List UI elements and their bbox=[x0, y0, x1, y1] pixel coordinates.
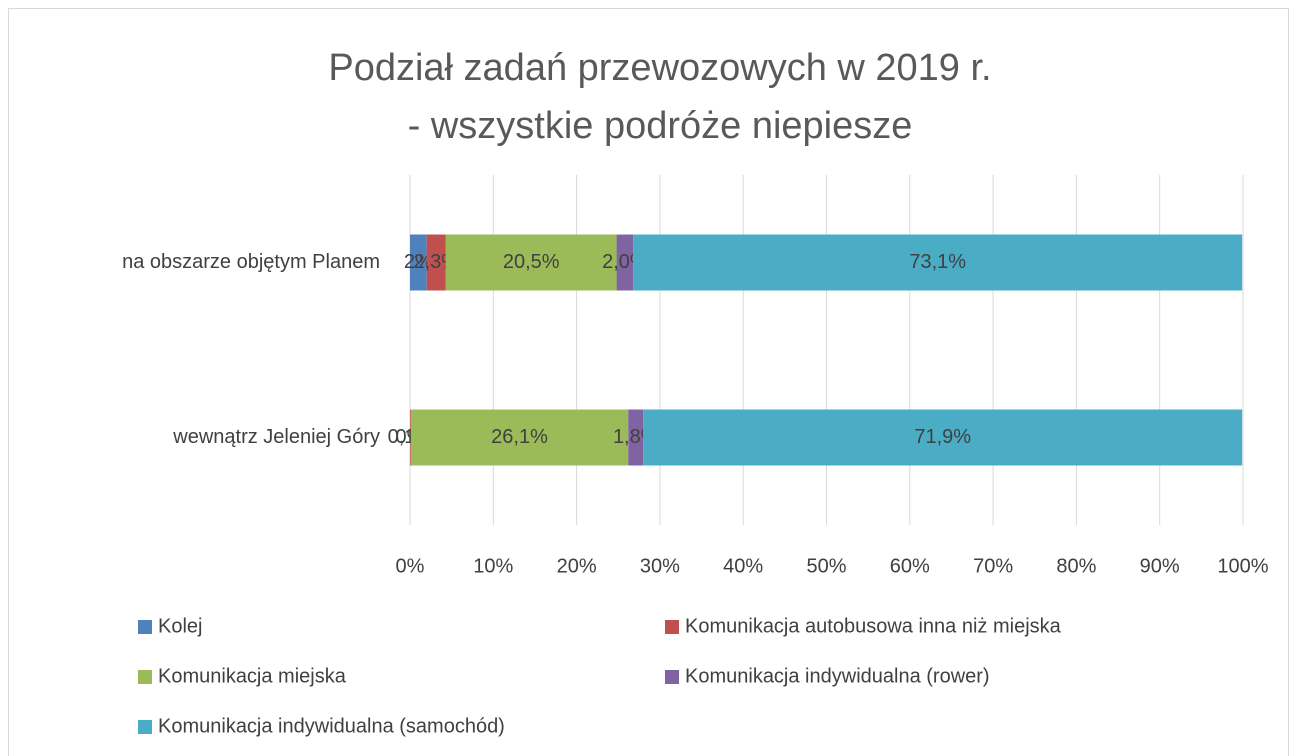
data-label: 73,1% bbox=[909, 251, 966, 273]
bar-segment bbox=[628, 409, 644, 466]
x-tick-label: 50% bbox=[806, 555, 846, 577]
bar-segment bbox=[410, 234, 427, 291]
y-tick-label: na obszarze objętym Planem bbox=[122, 251, 380, 273]
chart-title: Podział zadań przewozowych w 2019 r. bbox=[328, 47, 991, 89]
data-label: 20,5% bbox=[503, 251, 560, 273]
x-tick-label: 30% bbox=[640, 555, 680, 577]
data-label: 26,1% bbox=[491, 426, 548, 448]
chart-title: - wszystkie podróże niepiesze bbox=[408, 105, 913, 147]
y-tick-label: wewnątrz Jeleniej Góry bbox=[172, 426, 380, 448]
legend-swatch bbox=[138, 720, 152, 734]
bar-segment bbox=[616, 234, 634, 291]
bar-segment bbox=[426, 234, 446, 291]
legend-swatch bbox=[138, 670, 152, 684]
x-tick-label: 100% bbox=[1217, 555, 1268, 577]
x-tick-label: 10% bbox=[473, 555, 513, 577]
x-tick-label: 90% bbox=[1140, 555, 1180, 577]
legend-label: Komunikacja miejska bbox=[158, 665, 347, 687]
legend-swatch bbox=[138, 620, 152, 634]
x-tick-label: 80% bbox=[1056, 555, 1096, 577]
bar-segment bbox=[410, 409, 411, 466]
data-label: 71,9% bbox=[914, 426, 971, 448]
data-label: 2% bbox=[404, 251, 433, 273]
x-tick-label: 40% bbox=[723, 555, 763, 577]
bar-segment bbox=[445, 234, 617, 291]
legend-label: Komunikacja autobusowa inna niż miejska bbox=[685, 615, 1062, 637]
bar-segment bbox=[410, 409, 629, 466]
bar-segment bbox=[643, 409, 1243, 466]
bar-segment bbox=[633, 234, 1243, 291]
legend-swatch bbox=[665, 620, 679, 634]
legend-label: Komunikacja indywidualna (samochód) bbox=[158, 715, 505, 737]
x-tick-label: 60% bbox=[890, 555, 930, 577]
chart-border bbox=[8, 8, 1289, 756]
x-tick-label: 0% bbox=[396, 555, 425, 577]
x-tick-label: 20% bbox=[557, 555, 597, 577]
legend-swatch bbox=[665, 670, 679, 684]
legend-label: Komunikacja indywidualna (rower) bbox=[685, 665, 990, 687]
legend-label: Kolej bbox=[158, 615, 202, 637]
x-tick-label: 70% bbox=[973, 555, 1013, 577]
